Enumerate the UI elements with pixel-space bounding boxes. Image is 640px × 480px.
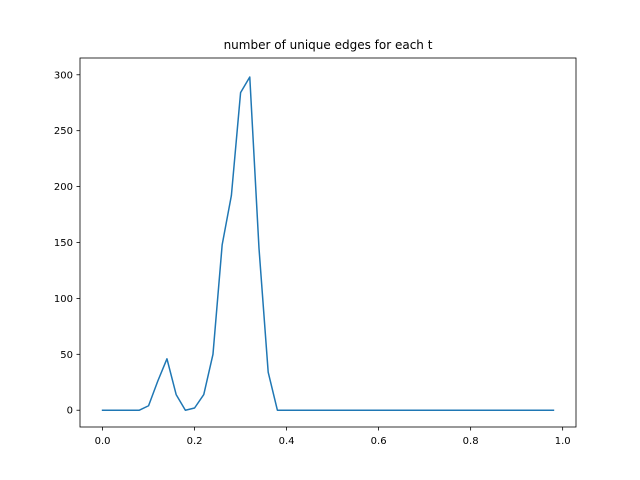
y-tick-label: 100	[54, 294, 73, 305]
y-tick-label: 0	[67, 406, 73, 417]
plot-area	[101, 76, 555, 411]
x-tick-label: 0.8	[463, 436, 479, 447]
x-axis: 0.0 0.2 0.4 0.6 0.8 1.0	[95, 427, 571, 447]
plot-frame	[79, 57, 577, 428]
x-tick-label: 0.0	[95, 436, 111, 447]
series-line-0	[101, 76, 555, 411]
x-tick-label: 1.0	[555, 436, 571, 447]
x-tick-label: 0.6	[371, 436, 387, 447]
y-tick-label: 200	[54, 182, 73, 193]
x-tick-label: 0.4	[279, 436, 295, 447]
y-tick-label: 250	[54, 126, 73, 137]
x-tick-label: 0.2	[187, 436, 203, 447]
y-tick-label: 150	[54, 238, 73, 249]
y-axis: 0 50 100 150 200 250 300	[54, 70, 80, 417]
y-tick-label: 300	[54, 70, 73, 81]
chart-title: number of unique edges for each t	[224, 38, 433, 52]
y-tick-label: 50	[60, 350, 73, 361]
